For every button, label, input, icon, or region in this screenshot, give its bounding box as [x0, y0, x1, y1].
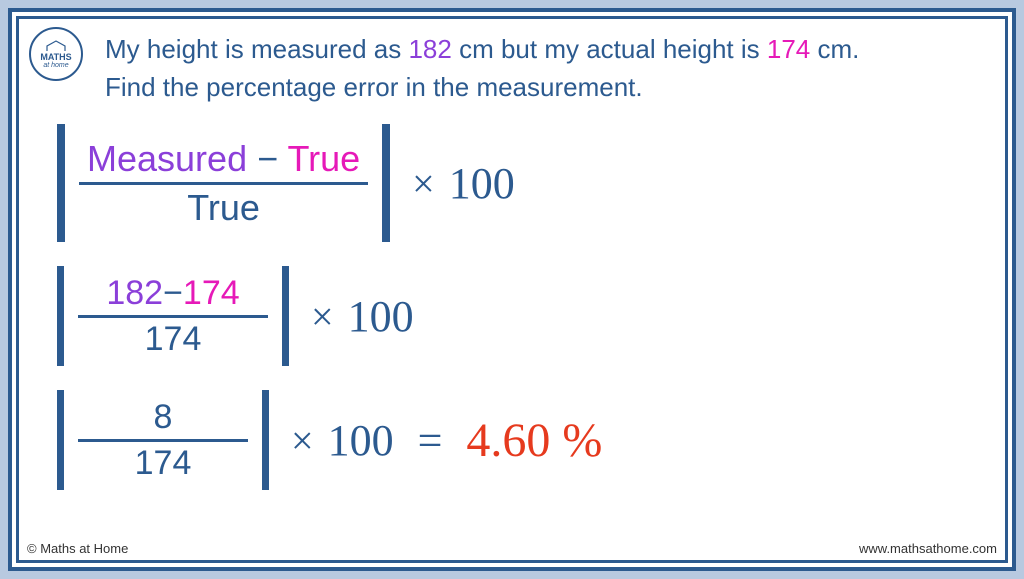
- equals-sign: =: [418, 415, 443, 466]
- q-part2: cm but my actual height is: [452, 34, 767, 64]
- formula-fraction: Measured − True True: [79, 136, 368, 231]
- question-text: My height is measured as 182 cm but my a…: [105, 31, 981, 106]
- abs-bar-right: [382, 124, 390, 242]
- logo-text: MATHS: [40, 53, 71, 62]
- times-1: ×: [412, 160, 435, 207]
- step3-numerator: 8: [146, 396, 181, 439]
- times-2: ×: [311, 293, 334, 340]
- step2-row: 182−174 174 × 100: [57, 266, 981, 366]
- logo-subtext: at home: [43, 62, 68, 69]
- q-actual: 174: [767, 34, 810, 64]
- step2-true: 174: [183, 274, 240, 312]
- times-3: ×: [291, 417, 314, 464]
- q-line2: Find the percentage error in the measure…: [105, 72, 643, 102]
- step2-fraction: 182−174 174: [78, 272, 268, 361]
- q-measured: 182: [408, 34, 451, 64]
- q-part3: cm.: [810, 34, 859, 64]
- logo-badge: MATHS at home: [29, 27, 83, 81]
- abs-bar-right-3: [262, 390, 269, 490]
- minus-sign-1: −: [247, 138, 287, 179]
- word-measured: Measured: [87, 138, 247, 179]
- formula-row: Measured − True True × 100: [57, 124, 981, 242]
- hundred-3: 100: [328, 415, 394, 466]
- abs-bar-left: [57, 124, 65, 242]
- final-answer: 4.60 %: [466, 413, 602, 468]
- footer-url: www.mathsathome.com: [859, 541, 997, 556]
- formula-numerator: Measured − True: [79, 136, 368, 182]
- q-part1: My height is measured as: [105, 34, 408, 64]
- step2-numerator: 182−174: [98, 272, 247, 315]
- house-icon: [45, 40, 67, 52]
- abs-bar-left-2: [57, 266, 64, 366]
- inner-frame: MATHS at home My height is measured as 1…: [16, 16, 1008, 563]
- formula-denominator: True: [179, 185, 268, 231]
- step2-denominator: 174: [137, 318, 210, 361]
- step2-measured: 182: [106, 274, 163, 312]
- hundred-2: 100: [348, 291, 414, 342]
- minus-sign-2: −: [163, 274, 183, 312]
- word-true-num: True: [287, 138, 360, 179]
- hundred-1: 100: [449, 158, 515, 209]
- footer-copyright: © Maths at Home: [27, 541, 128, 556]
- math-area: Measured − True True × 100 182−174 174: [43, 124, 981, 490]
- step3-row: 8 174 × 100 = 4.60 %: [57, 390, 981, 490]
- step3-fraction: 8 174: [78, 396, 248, 485]
- abs-bar-right-2: [282, 266, 289, 366]
- abs-bar-left-3: [57, 390, 64, 490]
- step3-denominator: 174: [127, 442, 200, 485]
- outer-frame: MATHS at home My height is measured as 1…: [8, 8, 1016, 571]
